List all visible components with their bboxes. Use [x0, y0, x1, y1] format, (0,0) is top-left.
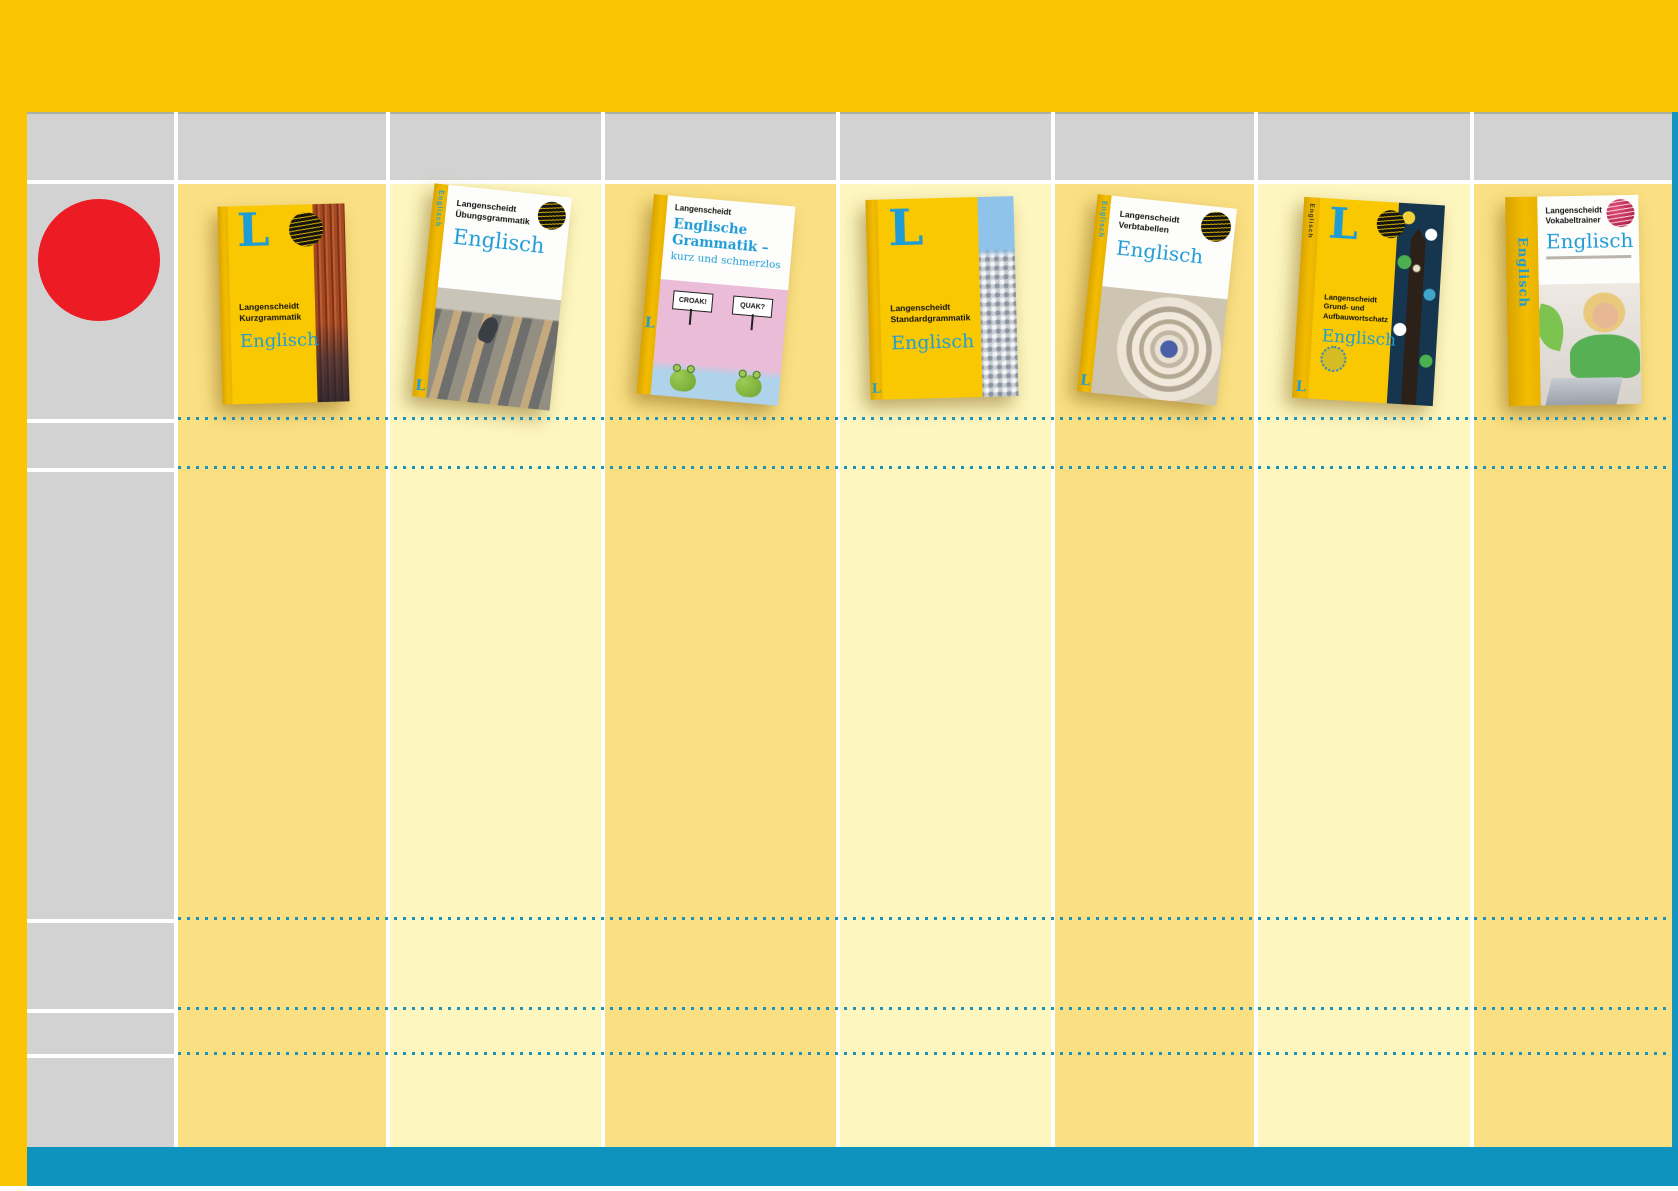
product-book-grammatik-kurz-und-schmerzlos[interactable]: L Langenscheidt Englische Grammatik – ku… — [636, 194, 796, 406]
book-series: Grund- und Aufbauwortschatz — [1322, 301, 1389, 324]
langenscheidt-l-logo: L — [1079, 372, 1091, 390]
red-circle-marker — [38, 199, 160, 321]
cover-photo-strip — [977, 196, 1019, 397]
langenscheidt-l-logo: L — [1295, 378, 1307, 396]
product-book-verbtabellen[interactable]: Englisch L Langenscheidt Verbtabellen En… — [1077, 194, 1237, 406]
book-title: Englisch — [890, 330, 975, 355]
book-title: Englisch — [1114, 235, 1205, 269]
langenscheidt-l-logo: L — [236, 203, 271, 258]
header-cell — [1055, 112, 1254, 180]
book-title: Englisch — [239, 329, 319, 353]
book-cover: L Langenscheidt Standardgrammatik Englis… — [877, 196, 1019, 400]
sign-stick — [750, 314, 754, 331]
photo-person-shirt — [1569, 333, 1641, 379]
top-gold-band — [0, 0, 1678, 112]
product-book-standardgrammatik[interactable]: L L Langenscheidt Standardgrammatik Engl… — [865, 196, 1019, 400]
spine-title: Englisch — [1306, 203, 1316, 239]
dotted-row-separator — [178, 1052, 1672, 1055]
leaf-shape — [1537, 302, 1571, 352]
product-book-vokabeltrainer[interactable]: Englisch Langenscheidt Vokabeltrainer En… — [1505, 194, 1642, 407]
langenscheidt-l-logo: L — [871, 381, 882, 397]
header-cell — [840, 112, 1051, 180]
book-cover: Langenscheidt Übungsgrammatik Englisch — [426, 184, 572, 411]
dotted-row-separator — [178, 1007, 1672, 1010]
book-title: Englisch — [451, 224, 546, 259]
row-label-cell — [27, 923, 174, 1009]
langenscheidt-l-logo: L — [887, 197, 925, 258]
product-book-grund-und-aufbauwortschatz[interactable]: Englisch L L Langenscheidt Grund- und Au… — [1291, 196, 1446, 407]
header-cell — [1474, 112, 1672, 180]
book-title: Englisch — [1545, 227, 1634, 254]
row-label-cell — [27, 472, 174, 919]
book-spine: Englisch — [1505, 196, 1541, 407]
row-label-cell — [27, 423, 174, 468]
row-label-cell — [27, 1058, 174, 1147]
dotted-row-separator — [178, 917, 1672, 920]
dotted-row-separator — [178, 417, 1672, 420]
header-cell — [1258, 112, 1470, 180]
sign-stick — [688, 308, 693, 325]
langenscheidt-l-logo: L — [414, 377, 427, 395]
book-series: Kurzgrammatik — [239, 311, 302, 323]
frog-illustration — [668, 368, 697, 393]
stamp-icon — [1319, 345, 1348, 373]
left-gold-band — [0, 112, 27, 1186]
photo-laptop — [1545, 377, 1623, 406]
header-cell — [178, 112, 386, 180]
sign-croak: CROAK! — [672, 290, 714, 313]
footer-bar — [27, 1147, 1678, 1186]
book-cover: L Langenscheidt Grund- und Aufbauwortsch… — [1307, 197, 1446, 407]
book-cover: L Langenscheidt Kurzgrammatik Englisch — [227, 203, 350, 405]
dotted-row-separator — [178, 466, 1672, 469]
product-book-uebungsgrammatik[interactable]: Englisch L Langenscheidt Übungsgrammatik… — [412, 183, 572, 411]
header-cell — [605, 112, 836, 180]
row-label-cell — [27, 1013, 174, 1054]
book-cover: Langenscheidt Verbtabellen Englisch — [1090, 195, 1237, 406]
langenscheidt-l-logo: L — [1327, 198, 1360, 250]
spine-title: Englisch — [433, 189, 445, 228]
header-cell-label — [27, 112, 174, 180]
cover-photo-figure — [476, 314, 502, 346]
dot-decoration — [1423, 288, 1436, 302]
cover-subtitle-line — [1546, 254, 1632, 260]
book-series: Standardgrammatik — [890, 311, 971, 324]
book-cover: Langenscheidt Vokabeltrainer Englisch — [1537, 194, 1642, 406]
cover-photo — [1090, 286, 1228, 406]
book-cover: Langenscheidt Englische Grammatik – kurz… — [650, 195, 796, 406]
spine-title: Englisch — [1514, 236, 1531, 309]
langenscheidt-l-logo: L — [644, 315, 656, 333]
cover-photo — [426, 287, 562, 411]
dot-decoration — [1419, 354, 1433, 369]
header-cell — [390, 112, 601, 180]
dot-decoration — [1424, 228, 1438, 242]
table-right-border — [1672, 112, 1678, 1186]
spine-title: Englisch — [1096, 200, 1108, 239]
bottom-margin — [0, 1186, 1678, 1191]
cover-illustration: CROAK! QUAK? — [650, 279, 789, 406]
product-book-kurzgrammatik[interactable]: L Langenscheidt Kurzgrammatik Englisch — [217, 203, 350, 405]
frog-illustration — [734, 374, 763, 399]
photo-person-face — [1591, 302, 1619, 329]
cover-photo — [1537, 282, 1642, 406]
